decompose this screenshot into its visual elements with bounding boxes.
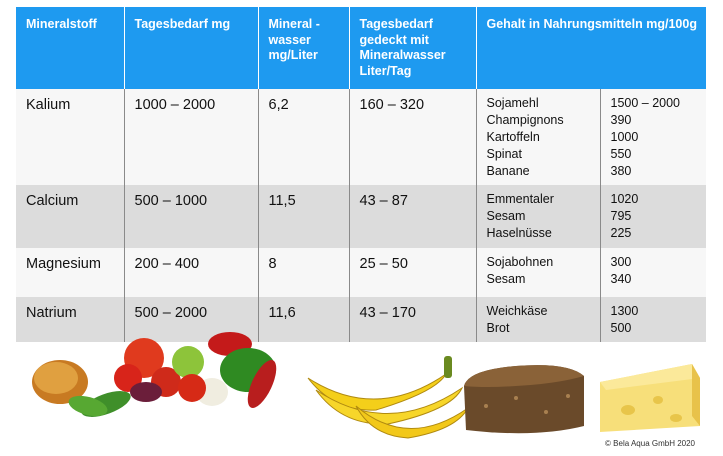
- cell-water: 11,6: [258, 297, 350, 342]
- cell-daily: 500 – 2000: [124, 297, 259, 342]
- cheese-image: [600, 364, 700, 432]
- food-value: 225: [610, 226, 632, 240]
- food-illustrations: [32, 332, 700, 439]
- mineral-table-container: Mineralstoff Tagesbedarf mg Mineral - wa…: [16, 7, 707, 342]
- food-item: Sesam: [486, 209, 526, 223]
- cell-covered: 43 – 170: [349, 297, 477, 342]
- cell-foods: Weichkäse Brot: [476, 297, 601, 342]
- cell-mineral: Calcium: [16, 185, 125, 248]
- food-item: Sesam: [486, 272, 526, 286]
- header-covered-by-water: Tagesbedarf gedeckt mit Mineralwasser Li…: [349, 7, 477, 89]
- food-item: Sojamehl: [486, 96, 539, 110]
- table-row: Magnesium 200 – 400 8 25 – 50 Sojabohnen…: [16, 248, 707, 297]
- cell-food-values: 1300 500: [600, 297, 707, 342]
- food-value: 300: [610, 255, 632, 269]
- food-item: Haselnüsse: [486, 226, 552, 240]
- food-value: 380: [610, 164, 632, 178]
- bananas-image: [307, 356, 469, 439]
- food-item: Banane: [486, 164, 530, 178]
- food-item: Spinat: [486, 147, 522, 161]
- header-daily-need: Tagesbedarf mg: [124, 7, 259, 89]
- cell-daily: 500 – 1000: [124, 185, 259, 248]
- food-item: Weichkäse: [486, 304, 548, 318]
- food-value: 390: [610, 113, 632, 127]
- vegetables-image: [32, 332, 277, 417]
- cell-foods: Emmentaler Sesam Haselnüsse: [476, 185, 601, 248]
- cell-food-values: 1020 795 225: [600, 185, 707, 248]
- cell-mineral: Magnesium: [16, 248, 125, 297]
- food-value: 1000: [610, 130, 639, 144]
- table-row: Calcium 500 – 1000 11,5 43 – 87 Emmental…: [16, 185, 707, 248]
- food-item: Brot: [486, 321, 510, 335]
- header-mineral: Mineralstoff: [16, 7, 125, 89]
- food-item: Sojabohnen: [486, 255, 554, 269]
- cell-foods: Sojabohnen Sesam: [476, 248, 601, 297]
- cell-mineral: Natrium: [16, 297, 125, 342]
- food-item: Champignons: [486, 113, 564, 127]
- food-value: 550: [610, 147, 632, 161]
- food-value: 1020: [610, 192, 639, 206]
- cell-covered: 43 – 87: [349, 185, 477, 248]
- cell-foods: Sojamehl Champignons Kartoffeln Spinat B…: [476, 89, 601, 185]
- table-header-row: Mineralstoff Tagesbedarf mg Mineral - wa…: [16, 7, 707, 89]
- food-item: Emmentaler: [486, 192, 554, 206]
- cell-covered: 25 – 50: [349, 248, 477, 297]
- header-food-content: Gehalt in Nahrungsmitteln mg/100g: [476, 7, 707, 89]
- mineral-table: Mineralstoff Tagesbedarf mg Mineral - wa…: [16, 7, 707, 342]
- cell-daily: 1000 – 2000: [124, 89, 259, 185]
- table-row: Kalium 1000 – 2000 6,2 160 – 320 Sojameh…: [16, 89, 707, 185]
- bread-image: [464, 365, 584, 434]
- cell-daily: 200 – 400: [124, 248, 259, 297]
- table-row: Natrium 500 – 2000 11,6 43 – 170 Weichkä…: [16, 297, 707, 342]
- food-value: 1500 – 2000: [610, 96, 681, 110]
- food-value: 340: [610, 272, 632, 286]
- food-item: Kartoffeln: [486, 130, 540, 144]
- cell-water: 6,2: [258, 89, 350, 185]
- food-value: 500: [610, 321, 632, 335]
- cell-water: 11,5: [258, 185, 350, 248]
- cell-food-values: 1500 – 2000 390 1000 550 380: [600, 89, 707, 185]
- header-mineral-water: Mineral - wasser mg/Liter: [258, 7, 350, 89]
- cell-water: 8: [258, 248, 350, 297]
- copyright-notice: © Bela Aqua GmbH 2020: [605, 439, 695, 448]
- food-value: 795: [610, 209, 632, 223]
- food-value: 1300: [610, 304, 639, 318]
- cell-mineral: Kalium: [16, 89, 125, 185]
- cell-covered: 160 – 320: [349, 89, 477, 185]
- cell-food-values: 300 340: [600, 248, 707, 297]
